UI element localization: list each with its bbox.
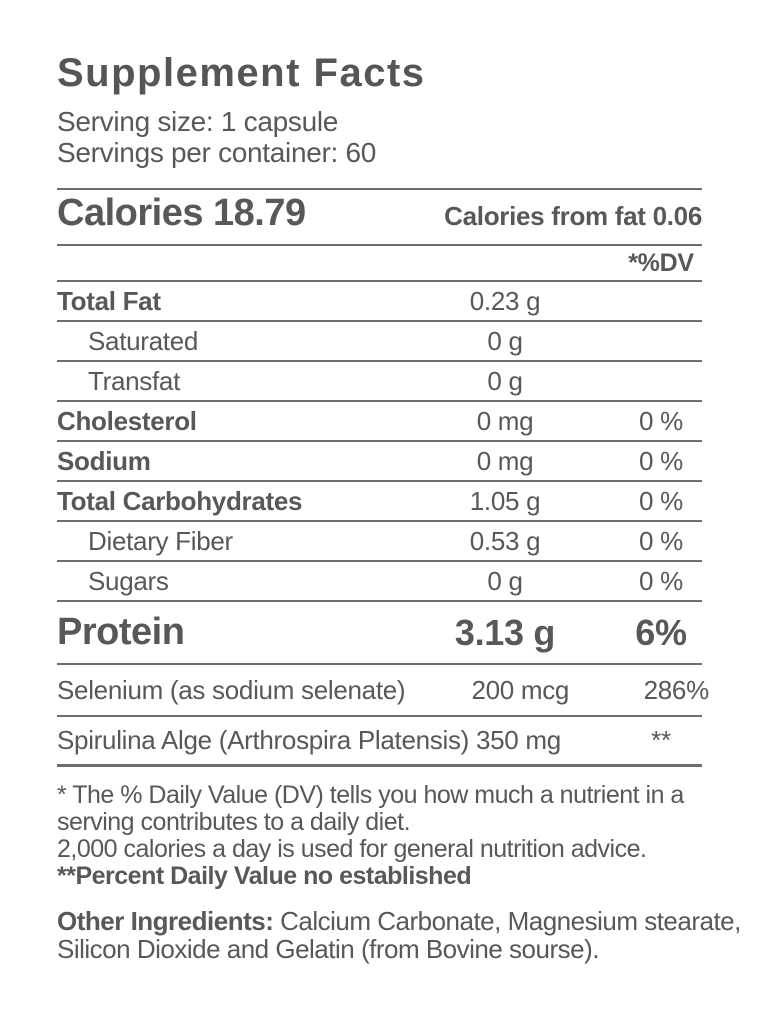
- nutrient-name: Total Fat: [57, 285, 161, 316]
- nutrient-name: Sodium: [57, 445, 151, 476]
- table-row-total-fat: Total Fat 0.23 g: [57, 282, 702, 322]
- table-row-saturated: Saturated 0 g: [57, 322, 702, 362]
- nutrient-amount: 0.23 g: [469, 285, 541, 316]
- nutrient-dv: 0 %: [639, 565, 683, 596]
- label-title: Supplement Facts: [57, 51, 426, 95]
- nutrient-name: Saturated: [88, 325, 199, 356]
- footnote-dv-line1: * The % Daily Value (DV) tells you how m…: [57, 781, 684, 809]
- nutrient-dv: 286%: [643, 674, 710, 705]
- nutrient-name: Transfat: [88, 365, 181, 396]
- nutrient-name: Dietary Fiber: [88, 525, 233, 556]
- nutrient-name: Protein: [57, 611, 185, 653]
- nutrient-amount: 0.53 g: [469, 525, 541, 556]
- footnote-percent-dv: **Percent Daily Value no established: [57, 862, 472, 890]
- table-row-sodium: Sodium 0 mg 0 %: [57, 442, 702, 482]
- nutrient-amount: 3.13 g: [454, 611, 556, 653]
- other-ingredients-line2: Silicon Dioxide and Gelatin (from Bovine…: [57, 934, 599, 964]
- calories-from-fat-value: 0.06: [652, 201, 703, 231]
- nutrient-name: Sugars: [88, 565, 169, 596]
- nutrient-dv: 0 %: [639, 445, 683, 476]
- calories-from-fat: Calories from fat 0.06: [444, 201, 702, 232]
- other-ingredients-line1: Calcium Carbonate, Magnesium stearate,: [273, 906, 741, 936]
- nutrient-name: Total Carbohydrates: [57, 485, 303, 516]
- dv-header: *%DV: [628, 248, 694, 277]
- other-ingredients: Other Ingredients: Calcium Carbonate, Ma…: [57, 906, 741, 964]
- dv-header-row: *%DV: [57, 246, 702, 282]
- calories-label: Calories: [57, 192, 203, 234]
- nutrient-name: Cholesterol: [57, 405, 197, 436]
- nutrient-dv: 0 %: [639, 525, 683, 556]
- table-row-cholesterol: Cholesterol 0 mg 0 %: [57, 402, 702, 442]
- calories-value: 18.79: [213, 192, 306, 234]
- table-row-sugars: Sugars 0 g 0 %: [57, 562, 702, 602]
- nutrient-name: Selenium (as sodium selenate): [57, 674, 406, 705]
- serving-size: Serving size: 1 capsule: [57, 106, 339, 137]
- table-row-transfat: Transfat 0 g: [57, 362, 702, 402]
- other-ingredients-label: Other Ingredients:: [57, 906, 274, 936]
- footnote-dv-line2: serving contributes to a daily diet.: [57, 808, 411, 836]
- calories-from-fat-label: Calories from fat: [444, 201, 646, 231]
- nutrient-name: Spirulina Alge (Arthrospira Platensis) 3…: [57, 725, 561, 755]
- nutrient-amount: 0 g: [487, 365, 523, 396]
- nutrient-dv: 0 %: [639, 405, 683, 436]
- table-row-spirulina: Spirulina Alge (Arthrospira Platensis) 3…: [57, 717, 702, 767]
- calories: Calories 18.79: [57, 192, 306, 235]
- nutrient-dv: **: [651, 725, 671, 755]
- nutrient-amount: 200 mcg: [471, 674, 570, 705]
- servings-per-container: Servings per container: 60: [57, 137, 377, 168]
- header-divider: [57, 188, 702, 190]
- nutrient-amount: 0 mg: [476, 405, 534, 436]
- calories-row: Calories 18.79 Calories from fat 0.06: [57, 190, 702, 246]
- table-row-protein: Protein 3.13 g 6%: [57, 602, 702, 665]
- table-row-dietary-fiber: Dietary Fiber 0.53 g 0 %: [57, 522, 702, 562]
- nutrient-dv: 6%: [635, 611, 687, 653]
- nutrient-amount: 0 g: [487, 565, 523, 596]
- nutrient-amount: 1.05 g: [469, 485, 541, 516]
- nutrient-amount: 0 mg: [476, 445, 534, 476]
- nutrient-dv: 0 %: [639, 485, 683, 516]
- table-row-total-carbohydrates: Total Carbohydrates 1.05 g 0 %: [57, 482, 702, 522]
- footnote-calories-advice: 2,000 calories a day is used for general…: [57, 835, 647, 863]
- footnotes: * The % Daily Value (DV) tells you how m…: [57, 782, 702, 890]
- nutrient-amount: 0 g: [487, 325, 523, 356]
- table-row-selenium: Selenium (as sodium selenate) 200 mcg 28…: [57, 665, 709, 717]
